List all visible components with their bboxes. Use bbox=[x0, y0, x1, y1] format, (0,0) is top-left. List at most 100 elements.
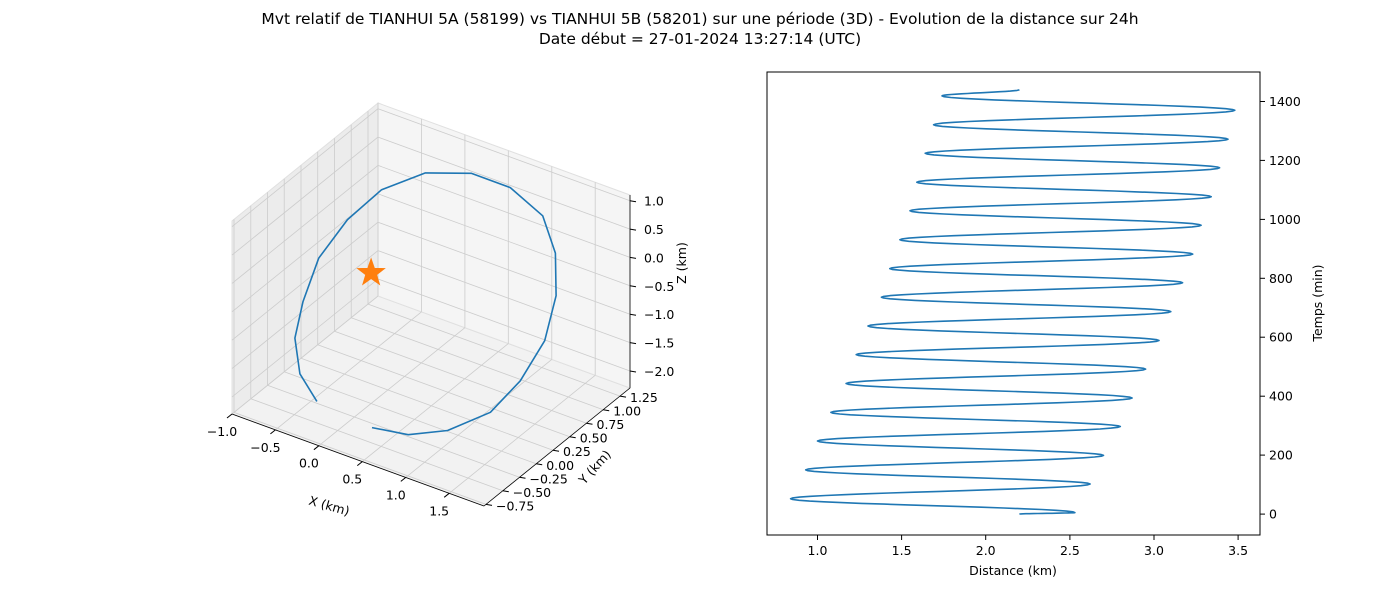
y-tick-label-3d: −0.25 bbox=[530, 471, 568, 486]
x-tick-label-3d: 0.0 bbox=[299, 456, 319, 471]
z-tick-mark-3d bbox=[629, 313, 637, 316]
figure-title: Mvt relatif de TIANHUI 5A (58199) vs TIA… bbox=[261, 10, 1139, 28]
gridline-z-left bbox=[231, 136, 379, 256]
gridline-z-back bbox=[377, 136, 631, 230]
gridline-x-floor bbox=[448, 374, 596, 494]
axes2d-data bbox=[789, 88, 1236, 515]
z-tick-label-3d: −1.5 bbox=[644, 336, 674, 351]
y-tick-mark-3d bbox=[552, 449, 560, 452]
gridline-z-back bbox=[377, 221, 631, 315]
x-tick-label-3d: −1.0 bbox=[207, 424, 237, 439]
z-tick-mark-3d bbox=[629, 256, 637, 259]
x-tick-mark-3d bbox=[313, 445, 320, 451]
y-tick-label: 1200 bbox=[1269, 153, 1301, 168]
x-tick-label-3d: 0.5 bbox=[342, 472, 362, 487]
gridline-z-left bbox=[231, 221, 379, 341]
relative-motion-3d-plot: −1.0−0.50.00.51.01.5 −0.75−0.50−0.250.000… bbox=[207, 101, 689, 519]
x-tick-mark-3d bbox=[356, 461, 363, 466]
z-tick-mark-3d bbox=[629, 200, 637, 203]
gridline-y-floor bbox=[351, 317, 604, 411]
x-tick-mark-3d bbox=[226, 413, 233, 419]
gridline-z-back bbox=[377, 108, 631, 202]
y-tick-label-3d: 0.75 bbox=[597, 417, 625, 432]
y-tick-label: 600 bbox=[1269, 330, 1293, 345]
y-tick-label: 1400 bbox=[1269, 94, 1301, 109]
x-tick-mark-3d bbox=[270, 429, 276, 435]
z-tick-label-3d: −1.0 bbox=[644, 307, 674, 322]
y-tick-mark-3d bbox=[519, 476, 526, 479]
gridline-z-left bbox=[231, 165, 379, 284]
gridline-x-floor bbox=[275, 311, 422, 431]
x-tick-label: 1.0 bbox=[808, 543, 828, 558]
y-tick-label-3d: 0.25 bbox=[563, 444, 591, 459]
x-tick-label-3d: 1.0 bbox=[386, 487, 406, 502]
x-axis-label-3d: X (km) bbox=[307, 493, 351, 519]
y-tick-mark-3d bbox=[502, 490, 509, 493]
distance-curve-line bbox=[789, 88, 1236, 515]
y-tick-label-3d: 0.50 bbox=[580, 431, 608, 446]
gridline-z-back bbox=[377, 250, 631, 343]
z-tick-label-3d: 0.5 bbox=[644, 222, 664, 237]
gridline-x-floor bbox=[318, 327, 466, 447]
x-tick-label: 2.5 bbox=[1060, 543, 1080, 558]
x-tick-label: 2.0 bbox=[976, 543, 996, 558]
z-tick-mark-3d bbox=[629, 228, 637, 231]
y-tick-label-3d: 1.25 bbox=[630, 390, 658, 405]
x-axis-label: Distance (km) bbox=[969, 563, 1057, 578]
gridline-z-left bbox=[231, 250, 379, 369]
x-tick-label-3d: −0.5 bbox=[250, 440, 280, 455]
z-tick-mark-3d bbox=[629, 370, 637, 373]
y-tick-label-3d: 0.00 bbox=[546, 458, 574, 473]
gridline-z-back bbox=[377, 278, 631, 372]
gridline-y-floor bbox=[300, 357, 554, 451]
figure-subtitle: Date début = 27-01-2024 13:27:14 (UTC) bbox=[538, 30, 862, 48]
x-tick-label-3d: 1.5 bbox=[429, 503, 449, 518]
relative-trajectory-line bbox=[294, 172, 557, 436]
x-tick-mark-3d bbox=[443, 492, 450, 498]
z-axis-label-3d: Z (km) bbox=[674, 242, 689, 284]
gridline-z-back bbox=[377, 165, 631, 258]
y-tick-label: 0 bbox=[1269, 507, 1277, 522]
axes3d-ticks: −1.0−0.50.00.51.01.5 −0.75−0.50−0.250.000… bbox=[207, 194, 675, 519]
y-axis-label: Temps (min) bbox=[1310, 264, 1325, 342]
distance-vs-time-plot: 1.0 1.5 2.0 2.5 3.0 3.5 0 200 400 600 800 1000 1200 1… bbox=[766, 71, 1325, 578]
x-tick-label: 3.0 bbox=[1144, 543, 1164, 558]
y-tick-mark-3d bbox=[586, 422, 593, 425]
y-tick-label: 800 bbox=[1269, 271, 1293, 286]
gridline-x-floor bbox=[362, 343, 509, 462]
y-tick-mark-3d bbox=[569, 436, 576, 439]
y-tick-label-3d: 1.00 bbox=[613, 404, 641, 419]
z-tick-label-3d: −2.0 bbox=[644, 364, 674, 379]
gridline-y-floor bbox=[367, 303, 621, 397]
z-tick-label-3d: 0.0 bbox=[644, 250, 664, 265]
reference-satellite-star-marker bbox=[356, 257, 386, 286]
axes2d-ticks: 1.0 1.5 2.0 2.5 3.0 3.5 0 200 400 600 800 1000 1200 1… bbox=[808, 94, 1301, 558]
y-axis-line-3d bbox=[483, 387, 631, 507]
gridline-z-left bbox=[231, 108, 379, 228]
gridline-y-floor bbox=[334, 330, 587, 424]
y-tick-mark-3d bbox=[619, 395, 627, 398]
y-tick-label: 400 bbox=[1269, 389, 1293, 404]
gridline-x-floor bbox=[405, 359, 553, 478]
gridline-y-floor bbox=[250, 398, 503, 492]
y-tick-mark-3d bbox=[485, 503, 493, 506]
gridline-y-floor bbox=[317, 344, 570, 438]
y-tick-mark-3d bbox=[603, 409, 610, 412]
y-tick-label-3d: −0.50 bbox=[513, 485, 551, 500]
z-tick-label-3d: 1.0 bbox=[644, 194, 664, 209]
gridline-y-floor bbox=[233, 412, 487, 505]
x-tick-label: 3.5 bbox=[1228, 543, 1248, 558]
gridline-x-floor bbox=[231, 295, 379, 415]
gridline-z-back bbox=[377, 193, 631, 287]
gridline-z-left bbox=[231, 278, 379, 398]
axes3d-data bbox=[294, 172, 557, 436]
x-tick-mark-3d bbox=[400, 477, 407, 482]
z-tick-mark-3d bbox=[629, 285, 637, 288]
y-tick-mark-3d bbox=[536, 463, 543, 466]
z-tick-mark-3d bbox=[629, 342, 637, 345]
gridline-y-floor bbox=[284, 371, 537, 465]
y-tick-label: 1000 bbox=[1269, 212, 1301, 227]
y-tick-label-3d: −0.75 bbox=[496, 498, 534, 513]
x-tick-label: 1.5 bbox=[892, 543, 912, 558]
